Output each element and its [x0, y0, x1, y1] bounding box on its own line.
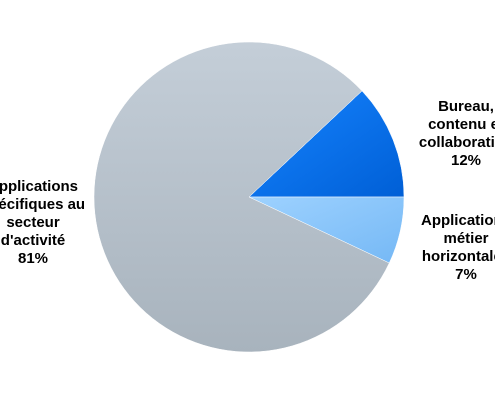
slice-percent-label: 7% — [455, 266, 477, 283]
slice-label-line: collaboration — [418, 134, 495, 151]
slice-label-line: horizontales — [421, 248, 495, 265]
slice-label-line: secteur — [6, 214, 60, 231]
slice-label-horizontal-business-applications: Applications métier horizontales 7% — [410, 212, 495, 284]
slice-label-line: d'activité — [0, 232, 66, 249]
slice-label-line: spécifiques au — [0, 196, 86, 213]
slice-percent-label: 81% — [17, 250, 49, 267]
slice-percent-label: 12% — [450, 152, 482, 169]
slice-label-line: Bureau, — [438, 98, 494, 115]
slice-label-line: Applications — [420, 212, 495, 229]
slice-label-line: Applications — [0, 178, 78, 195]
pie-slice-office-content-collaboration — [248, 90, 405, 198]
slice-label-line: métier — [443, 230, 489, 247]
slice-label-line: contenu et — [428, 116, 495, 133]
slice-label-industry-applications: Applications spécifiques au secteur d'ac… — [0, 178, 89, 268]
slice-label-office-content-collaboration: Bureau, contenu et collaboration 12% — [410, 98, 495, 170]
pie-slice-industry-applications — [93, 41, 390, 353]
